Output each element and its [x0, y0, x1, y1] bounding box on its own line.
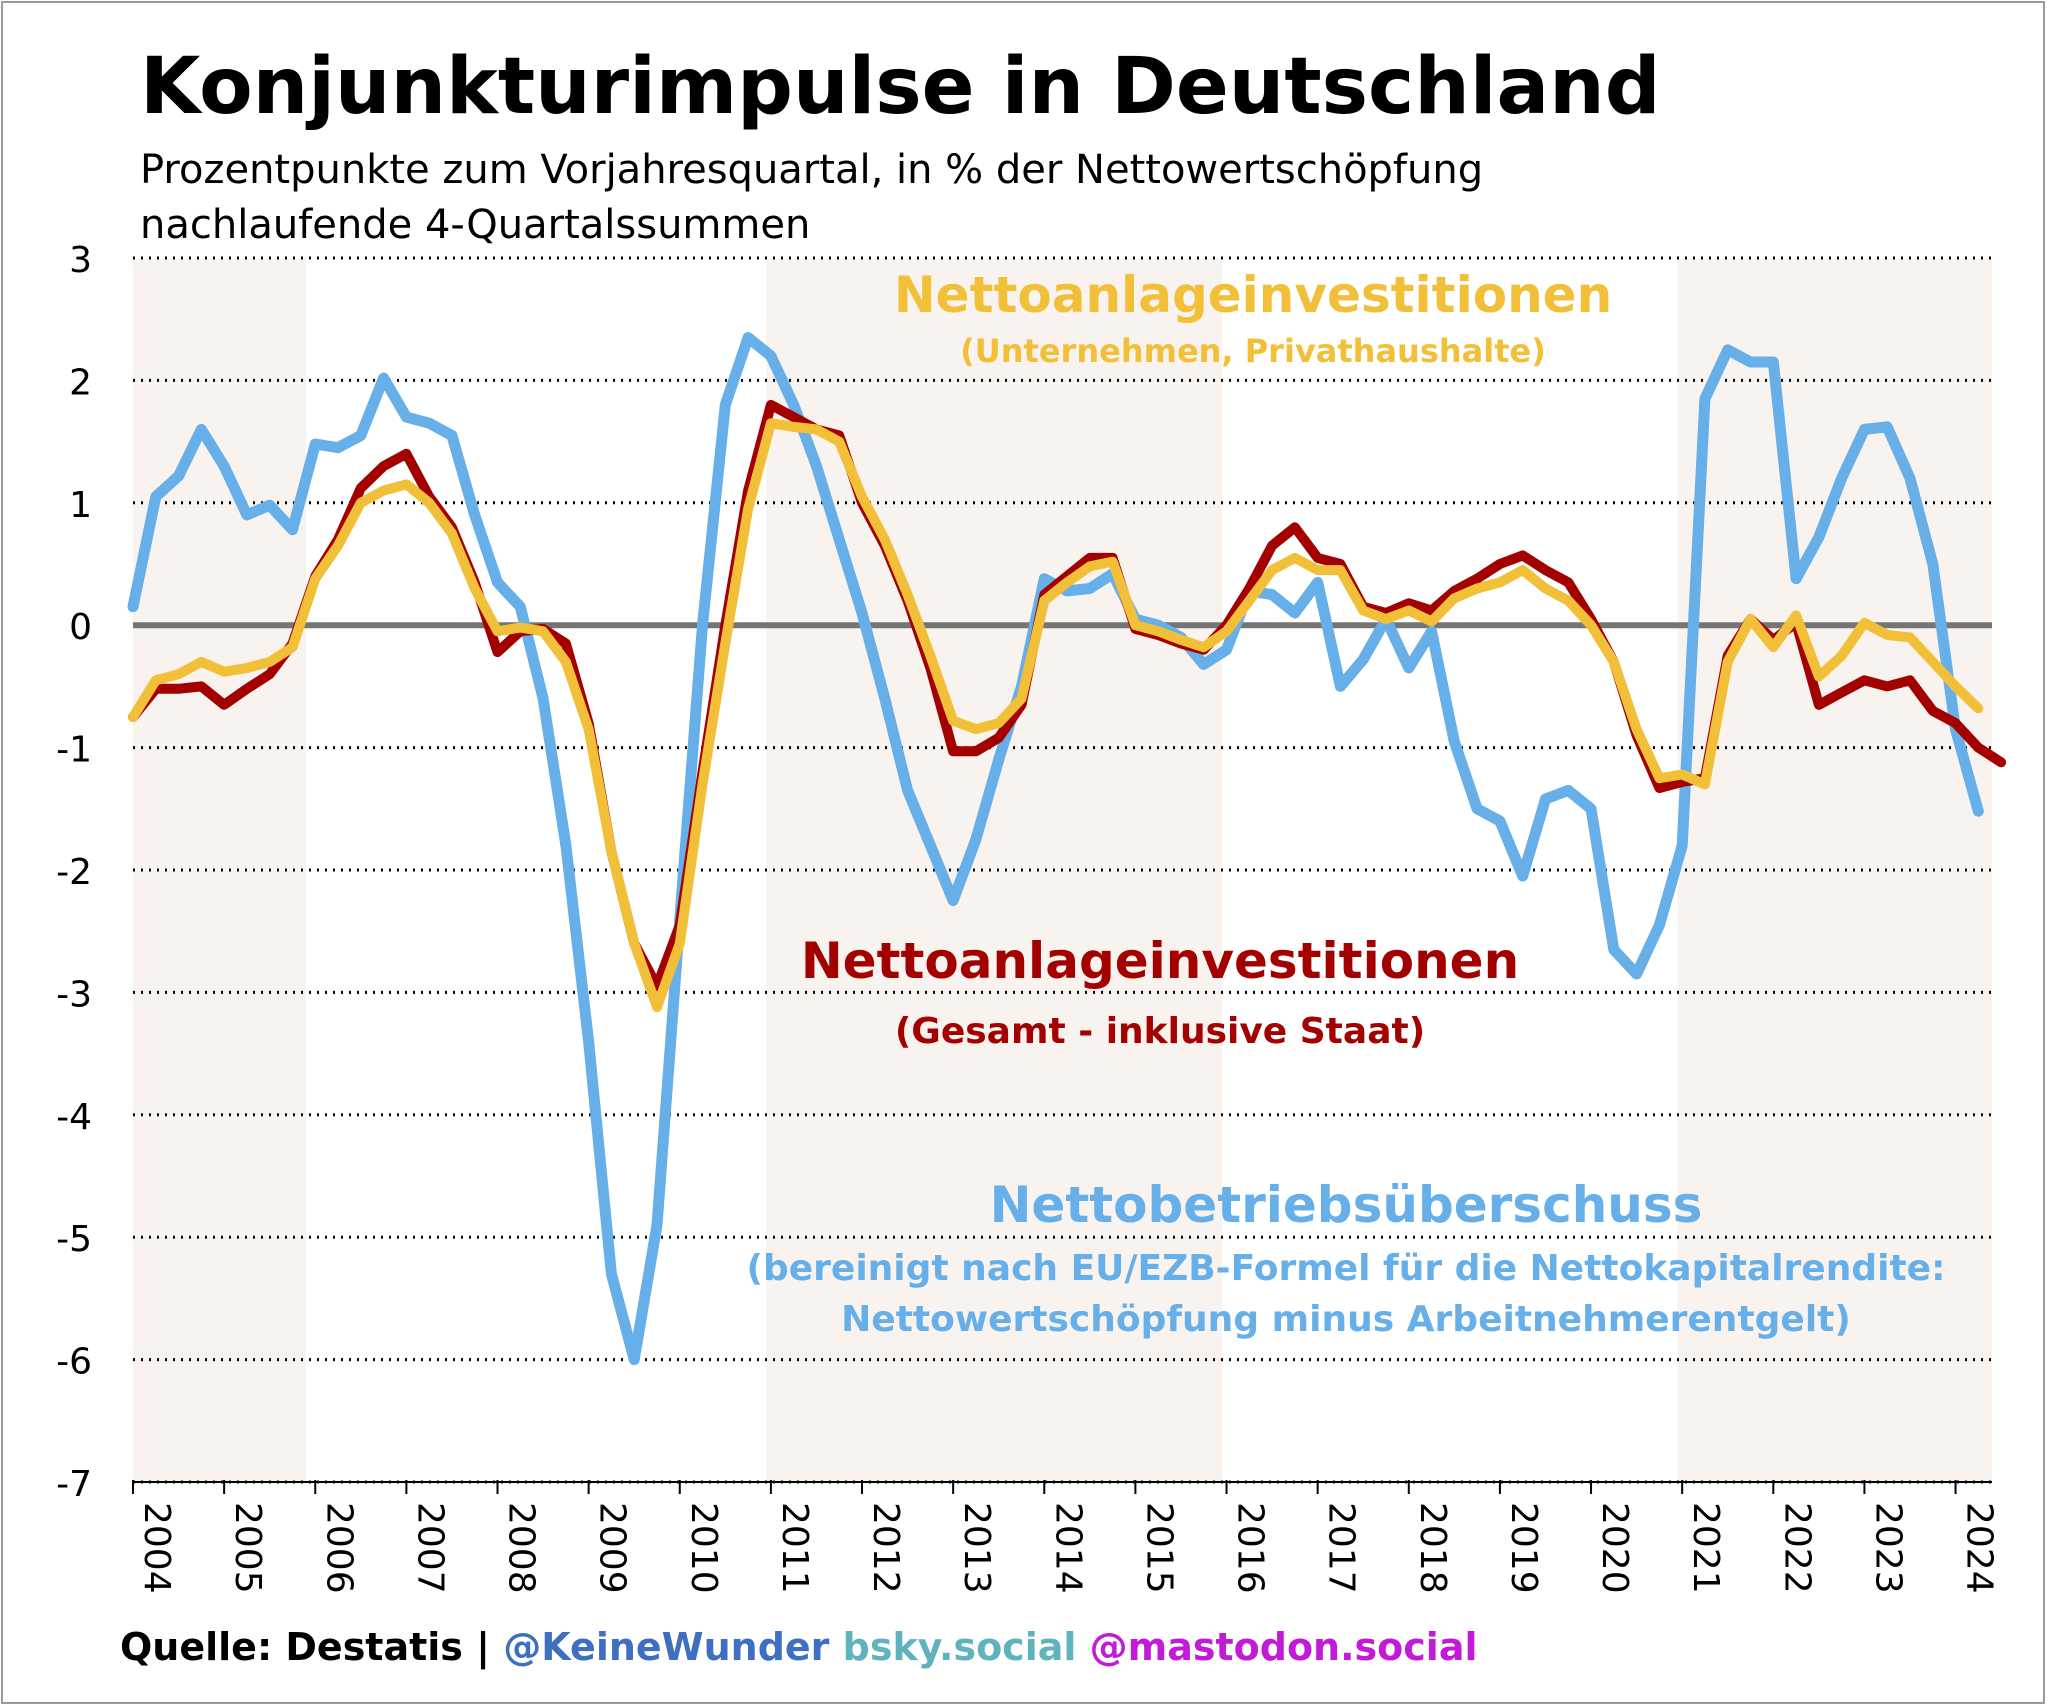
label-series-surplus: Nettobetriebsüberschuss [990, 1176, 1703, 1234]
footer-mastodon[interactable]: @mastodon.social [1076, 1625, 1478, 1669]
x-tick-label: 2018 [1412, 1502, 1453, 1594]
chart-title: Konjunkturimpulse in Deutschland [140, 42, 1661, 132]
footer-bsky[interactable]: bsky.social [829, 1625, 1077, 1669]
x-tick-label: 2015 [1138, 1502, 1179, 1594]
x-tick-label: 2016 [1230, 1502, 1271, 1594]
label-series-business: Nettoanlageinvestitionen [894, 266, 1612, 324]
note-series-total: (Gesamt - inklusive Staat) [895, 1011, 1425, 1052]
y-tick-label: -2 [56, 852, 92, 893]
y-tick-label: -1 [56, 730, 92, 771]
x-tick-label: 2009 [592, 1502, 633, 1594]
note-series-business: (Unternehmen, Privathaushalte) [960, 332, 1546, 370]
y-tick-label: 3 [69, 240, 92, 281]
x-tick-label: 2007 [409, 1502, 450, 1594]
series-line-2 [128, 418, 1984, 1013]
x-tick-label: 2011 [774, 1502, 815, 1594]
y-tick-label: -5 [56, 1219, 92, 1260]
x-tick-label: 2005 [227, 1502, 268, 1594]
y-tick-label: -4 [56, 1097, 92, 1138]
x-tick-label: 2014 [1047, 1502, 1088, 1594]
footer-source: Quelle: Destatis | @KeineWunder bsky.soc… [120, 1628, 1478, 1666]
x-tick-label: 2008 [501, 1502, 542, 1594]
x-tick-label: 2023 [1867, 1502, 1908, 1594]
y-axis: 3 2 1 0 -1 -2 -3 -4 -5 -6 -7 [56, 240, 92, 1505]
note-series-surplus-line2: Nettowertschöpfung minus Arbeitnehmerent… [841, 1299, 1851, 1340]
x-tick-label: 2021 [1685, 1502, 1726, 1594]
footer-source-text: Quelle: Destatis | [120, 1625, 504, 1669]
y-tick-label: -7 [56, 1464, 92, 1505]
series-lines [127, 332, 2007, 1366]
x-tick-label: 2020 [1594, 1502, 1635, 1594]
y-tick-label: 0 [69, 607, 92, 648]
x-tick-label: 2012 [865, 1502, 906, 1594]
footer-handle[interactable]: @KeineWunder [503, 1625, 830, 1669]
x-tick-label: 2017 [1321, 1502, 1362, 1594]
x-tick-label: 2024 [1959, 1502, 2000, 1594]
shaded-period-2 [1677, 258, 1992, 1482]
y-tick-label: 1 [69, 485, 92, 526]
chart-subtitle-line2: nachlaufende 4-Quartalssummen [140, 202, 811, 248]
note-series-surplus-line1: (bereinigt nach EU/EZB-Formel für die Ne… [747, 1248, 1946, 1289]
y-tick-label: 2 [69, 362, 92, 403]
label-series-total: Nettoanlageinvestitionen [801, 932, 1519, 990]
x-tick-label: 2006 [318, 1502, 359, 1594]
y-tick-label: -6 [56, 1342, 92, 1383]
x-tick-label: 2010 [683, 1502, 724, 1594]
x-tick-label: 2013 [956, 1502, 997, 1594]
x-tick-label: 2019 [1503, 1502, 1544, 1594]
chart-subtitle-line1: Prozentpunkte zum Vorjahresquartal, in %… [140, 147, 1484, 193]
x-tick-label: 2022 [1776, 1502, 1817, 1594]
x-tick-label: 2004 [136, 1502, 177, 1594]
y-tick-label: -3 [56, 974, 92, 1015]
x-axis: 2004 2005 2006 2007 2008 2009 2010 2011 2012 2013… [132, 1480, 2000, 1594]
